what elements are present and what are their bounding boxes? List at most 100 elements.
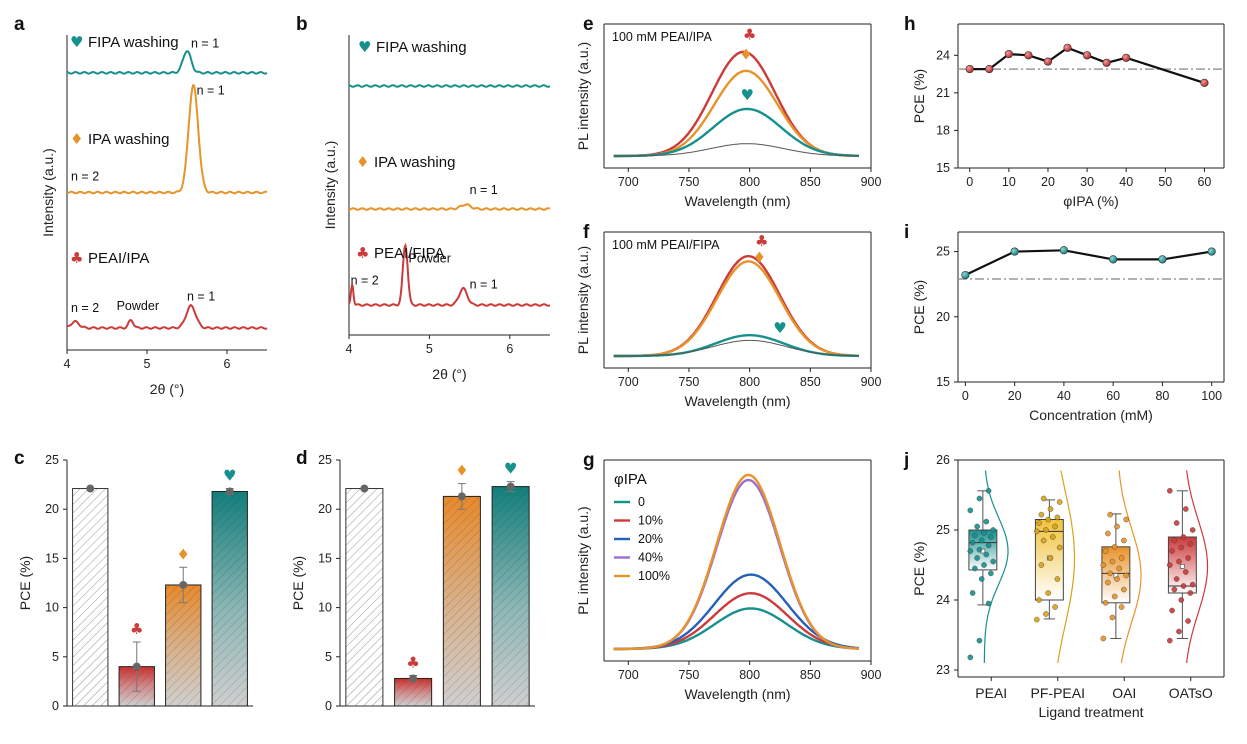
bar-hatch <box>165 584 201 706</box>
data-point <box>1187 541 1194 547</box>
data-point <box>1123 572 1129 579</box>
bar-symbol-teal: ♥ <box>504 460 517 478</box>
x-tick-label: 60 <box>1197 175 1211 189</box>
data-point <box>972 565 978 572</box>
data-point <box>1043 611 1049 617</box>
x-tick-label: 20 <box>1008 389 1022 403</box>
data-point <box>1040 495 1047 502</box>
data-point <box>1010 247 1019 256</box>
data-point <box>1054 514 1061 521</box>
y-axis-label: PL intensity (a.u.) <box>575 506 591 614</box>
bar-hatch <box>212 491 248 706</box>
data-point <box>990 558 996 565</box>
data-point <box>1178 597 1185 603</box>
x-axis-label: Ligand treatment <box>1038 704 1143 720</box>
distribution-curve <box>1118 470 1142 664</box>
mean-dot <box>360 484 369 493</box>
chart-panel-e: 700 750 800 850 900 Wavelength (nm) PL intensi… <box>575 23 882 209</box>
data-point <box>1036 597 1042 603</box>
data-point <box>1045 516 1052 523</box>
data-point <box>978 537 985 544</box>
data-point <box>1052 604 1058 610</box>
data-point <box>1054 576 1061 582</box>
legend-entry: 100% <box>638 569 670 583</box>
data-point <box>1114 523 1120 530</box>
data-point <box>1043 57 1053 66</box>
pl-curve-teal <box>613 607 859 651</box>
panel-label-h: h <box>904 14 916 35</box>
data-point <box>967 548 974 554</box>
data-point <box>1182 569 1189 575</box>
data-point <box>1207 247 1216 256</box>
xrd-trace-teal <box>348 84 551 88</box>
y-tick-label: 10 <box>45 601 59 615</box>
data-point <box>1102 600 1109 606</box>
data-point <box>974 555 980 561</box>
data-point <box>1102 58 1111 67</box>
data-point <box>967 507 974 514</box>
panel-title: 100 mM PEAI/IPA <box>612 30 712 44</box>
chart-panel-h: 0 10 20 30 40 50 60 15 18 21 24 φIPA (%) PCE (%) <box>911 23 1225 209</box>
series-symbol-red: ♣ <box>356 244 369 262</box>
peak-label: n = 1 <box>191 36 219 50</box>
x-tick-label: 900 <box>861 175 882 189</box>
pl-curve-teal <box>613 334 859 358</box>
data-point <box>1173 576 1180 582</box>
data-point <box>1169 548 1175 554</box>
x-tick-label: 800 <box>739 375 760 389</box>
y-axis-label: PCE (%) <box>911 69 927 123</box>
category-label: PEAI <box>975 685 1007 701</box>
data-point <box>1118 555 1125 561</box>
panel-label-e: e <box>583 14 594 35</box>
panel-label-d: d <box>296 448 308 469</box>
data-point <box>1189 581 1196 588</box>
chart-panel-f: 700 750 800 850 900 Wavelength (nm) PL intensi… <box>575 231 881 409</box>
pl-curve-red <box>613 50 859 158</box>
y-tick-label: 5 <box>52 650 59 664</box>
chart-panel-j: 23 24 25 26 PCE (%) Ligand treatment PEAI PF-PE… <box>911 453 1225 720</box>
x-tick-label: 20 <box>1041 175 1055 189</box>
y-axis-label: PCE (%) <box>911 280 927 334</box>
data-point <box>985 487 992 494</box>
x-tick-label: 0 <box>962 389 969 403</box>
series-symbol-teal: ♥ <box>70 33 83 51</box>
peak-label: n = 1 <box>187 289 215 303</box>
y-tick-label: 23 <box>936 663 950 677</box>
data-point <box>1121 586 1127 593</box>
x-tick-label: 750 <box>679 175 700 189</box>
data-point <box>1167 562 1173 568</box>
data-point <box>1047 506 1054 512</box>
y-axis-label: PCE (%) <box>17 556 33 610</box>
data-point <box>976 637 983 644</box>
data-point <box>1171 586 1178 593</box>
data-point <box>1180 534 1187 540</box>
curve-symbol-red: ♣ <box>743 26 756 44</box>
mean-marker <box>1179 564 1185 569</box>
y-tick-label: 25 <box>45 453 59 467</box>
data-point <box>1059 246 1069 255</box>
x-tick-label: 40 <box>1057 389 1071 403</box>
curve-symbol-teal: ♥ <box>740 86 753 104</box>
series-symbol-red: ♣ <box>70 249 83 267</box>
series-label: IPA washing <box>374 154 455 171</box>
x-tick-label: 700 <box>618 175 639 189</box>
x-tick-label: 5 <box>426 342 433 356</box>
y-tick-label: 18 <box>936 123 950 137</box>
panel-label-j: j <box>903 450 909 471</box>
y-tick-label: 10 <box>318 601 332 615</box>
x-axis-label: Wavelength (nm) <box>684 193 790 209</box>
category-label: OAI <box>1112 685 1136 701</box>
data-point <box>1178 544 1185 551</box>
mean-dot <box>225 487 234 496</box>
y-axis-label: PL intensity (a.u.) <box>575 246 591 354</box>
data-point <box>978 576 985 582</box>
y-tick-label: 5 <box>325 650 332 664</box>
x-axis-label: 2θ (°) <box>432 366 466 382</box>
peak-label: n = 2 <box>71 301 99 315</box>
panel-label-a: a <box>14 14 25 35</box>
y-axis-label: Intensity (a.u.) <box>322 141 338 230</box>
data-point <box>1107 570 1113 577</box>
x-tick-label: 850 <box>800 668 821 682</box>
data-point <box>1043 527 1049 533</box>
pl-curve-red <box>613 591 859 651</box>
